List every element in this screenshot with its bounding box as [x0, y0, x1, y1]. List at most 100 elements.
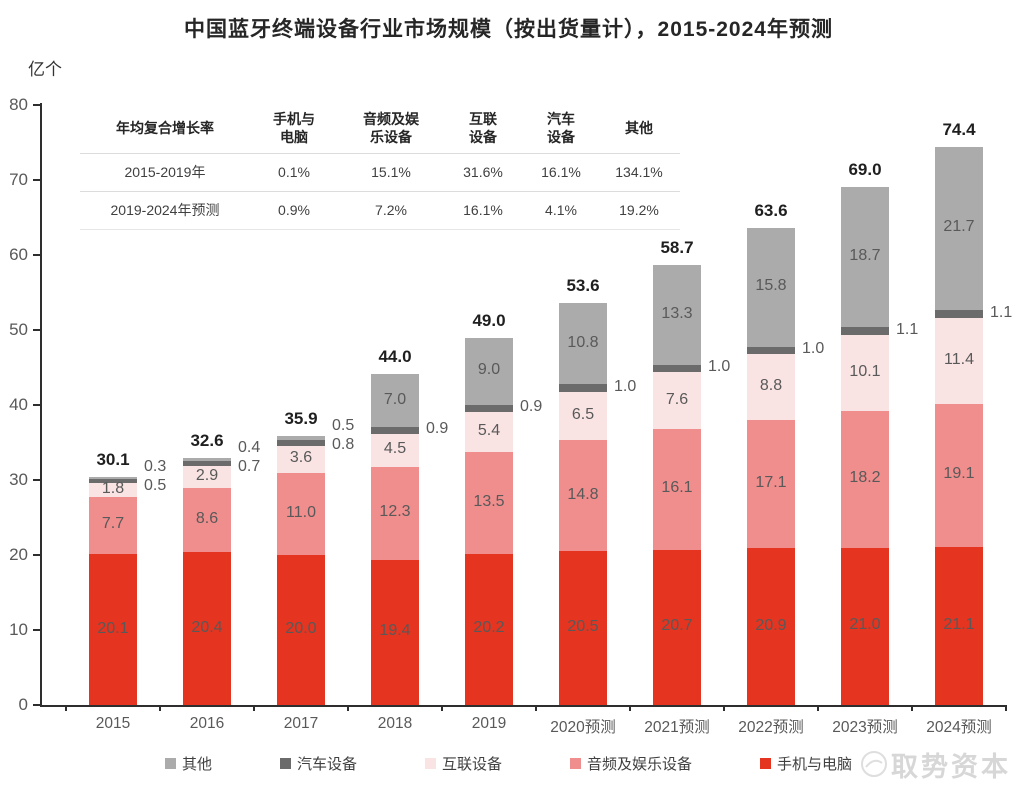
y-axis-tick: [33, 629, 40, 631]
segment-value-automotive-2015: 0.5: [144, 477, 167, 494]
watermark-logo-icon: [861, 751, 887, 777]
segment-value-others-2019: 9.0: [477, 361, 501, 379]
bar-total-2020预测: 53.6: [566, 276, 600, 295]
bar-segment-automotive-2022预测: [747, 346, 795, 354]
x-axis-tick: [629, 705, 631, 711]
cagr-table-header-cell: 音频及娱 乐设备: [363, 110, 419, 145]
bar-total-2018: 44.0: [378, 347, 412, 367]
bar-segment-phones-computers-2023预测: [841, 547, 889, 705]
segment-value-others-2016: 0.4: [238, 438, 261, 456]
bar-segment-audio-entertainment-2024预测: [935, 403, 983, 547]
y-axis-tick-label: 0: [18, 695, 28, 714]
x-axis-tick: [441, 705, 443, 711]
x-axis-line: [40, 705, 1006, 707]
x-axis-tick: [347, 705, 349, 711]
bar-segment-phones-computers-2017: [277, 555, 325, 705]
segment-value-others-2024预测: 21.7: [943, 218, 975, 236]
bar-segment-phones-computers-2021预测: [653, 549, 701, 705]
x-axis-tick: [159, 705, 161, 711]
bar-segment-connected-devices-2019: [465, 411, 513, 453]
watermark-text: 取势资本: [891, 751, 1011, 782]
bar-segment-others-2022预测: [747, 228, 795, 347]
y-axis-tick: [33, 404, 40, 406]
y-axis-tick: [33, 704, 40, 706]
segment-value-automotive-2021预测: 1.0: [708, 358, 731, 376]
x-axis-label-2024预测: 2024预测: [926, 719, 992, 736]
segment-value-automotive-2019: 0.9: [520, 398, 543, 416]
legend-label-others: 其他: [181, 755, 212, 773]
x-axis-label-2020预测: 2020预测: [550, 719, 616, 736]
bar-segment-automotive-2018: [371, 426, 419, 434]
cagr-table-value: 0.1%: [278, 164, 310, 181]
cagr-table-value: 16.1%: [541, 164, 581, 181]
legend-label-automotive: 汽车设备: [296, 755, 357, 773]
bar-segment-audio-entertainment-2015: [89, 496, 137, 555]
bar-segment-audio-entertainment-2023预测: [841, 411, 889, 548]
y-axis-tick-label: 60: [9, 245, 28, 264]
segment-value-audio-entertainment-2017: 11.0: [286, 503, 316, 521]
segment-value-connected-devices-2020预测: 6.5: [571, 405, 595, 423]
segment-value-audio-entertainment-2018: 12.3: [379, 503, 411, 521]
cagr-table-value: 7.2%: [375, 202, 407, 219]
segment-value-phones-computers-2021预测: 20.7: [661, 617, 693, 635]
segment-value-phones-computers-2022预测: 20.9: [755, 616, 787, 634]
segment-value-connected-devices-2019: 5.4: [477, 422, 501, 439]
bar-segment-automotive-2023预测: [841, 327, 889, 336]
bar-segment-phones-computers-2015: [89, 554, 137, 705]
bar-total-2016: 32.6: [190, 430, 224, 450]
y-axis-line: [40, 103, 42, 707]
bar-segment-others-2017: [277, 435, 325, 440]
bar-segment-connected-devices-2017: [277, 445, 325, 473]
segment-value-phones-computers-2018: 19.4: [379, 622, 411, 640]
y-axis-tick-label: 70: [9, 170, 28, 189]
legend-item-audio-entertainment: 音频及娱乐设备: [570, 753, 692, 774]
y-axis-tick-label: 40: [9, 395, 28, 414]
bar-segment-audio-entertainment-2019: [465, 452, 513, 554]
bar-total-2017: 35.9: [284, 408, 318, 428]
bar-segment-connected-devices-2020预测: [559, 391, 607, 441]
bar-total-2023预测: 69.0: [848, 159, 882, 179]
x-axis-tick: [65, 705, 67, 711]
segment-value-automotive-2024预测: 1.1: [990, 303, 1013, 321]
segment-value-automotive-2023预测: 1.1: [896, 321, 919, 339]
segment-value-audio-entertainment-2020预测: 14.8: [567, 485, 599, 503]
bar-segment-connected-devices-2016: [183, 465, 231, 488]
cagr-table-header-cell: 其他: [625, 119, 653, 136]
bar-segment-automotive-2015: [89, 479, 137, 483]
y-axis-tick-label: 50: [9, 320, 28, 339]
x-axis-label-2017: 2017: [283, 715, 319, 732]
bar-segment-automotive-2019: [465, 405, 513, 412]
bar-segment-connected-devices-2022预测: [747, 354, 795, 420]
bar-segment-audio-entertainment-2018: [371, 467, 419, 560]
y-axis-tick-label: 80: [9, 95, 28, 114]
y-axis-tick: [33, 329, 40, 331]
segment-value-audio-entertainment-2023预测: 18.2: [849, 469, 881, 487]
bar-segment-connected-devices-2021预测: [653, 372, 701, 429]
segment-value-audio-entertainment-2015: 7.7: [101, 515, 125, 533]
bar-segment-audio-entertainment-2021预测: [653, 429, 701, 550]
segment-value-connected-devices-2022预测: 8.8: [759, 377, 783, 394]
segment-value-others-2023预测: 18.7: [849, 246, 881, 264]
segment-value-phones-computers-2017: 20.0: [285, 620, 317, 637]
segment-value-connected-devices-2017: 3.6: [289, 449, 313, 466]
cagr-table-value: 4.1%: [545, 202, 577, 219]
bar-segment-others-2016: [183, 457, 231, 461]
legend-item-automotive: 汽车设备: [279, 753, 357, 774]
segment-value-phones-computers-2024预测: 21.1: [943, 615, 975, 633]
bar-segment-phones-computers-2019: [465, 553, 513, 705]
bar-segment-others-2018: [371, 374, 419, 427]
segment-value-automotive-2017: 0.8: [332, 435, 355, 453]
y-axis-unit-label: 亿个: [28, 60, 62, 79]
x-axis-tick: [253, 705, 255, 711]
bar-segment-automotive-2021预测: [653, 364, 701, 372]
segment-value-connected-devices-2016: 2.9: [195, 466, 219, 484]
bar-segment-phones-computers-2024预测: [935, 546, 983, 705]
bar-total-2015: 30.1: [96, 450, 130, 469]
bar-segment-audio-entertainment-2017: [277, 472, 325, 555]
bar-segment-phones-computers-2016: [183, 552, 231, 705]
legend-swatch-connected-devices: [424, 757, 436, 769]
x-axis-tick: [723, 705, 725, 711]
x-axis-label-2016: 2016: [189, 715, 225, 732]
bar-segment-phones-computers-2022预测: [747, 548, 795, 705]
